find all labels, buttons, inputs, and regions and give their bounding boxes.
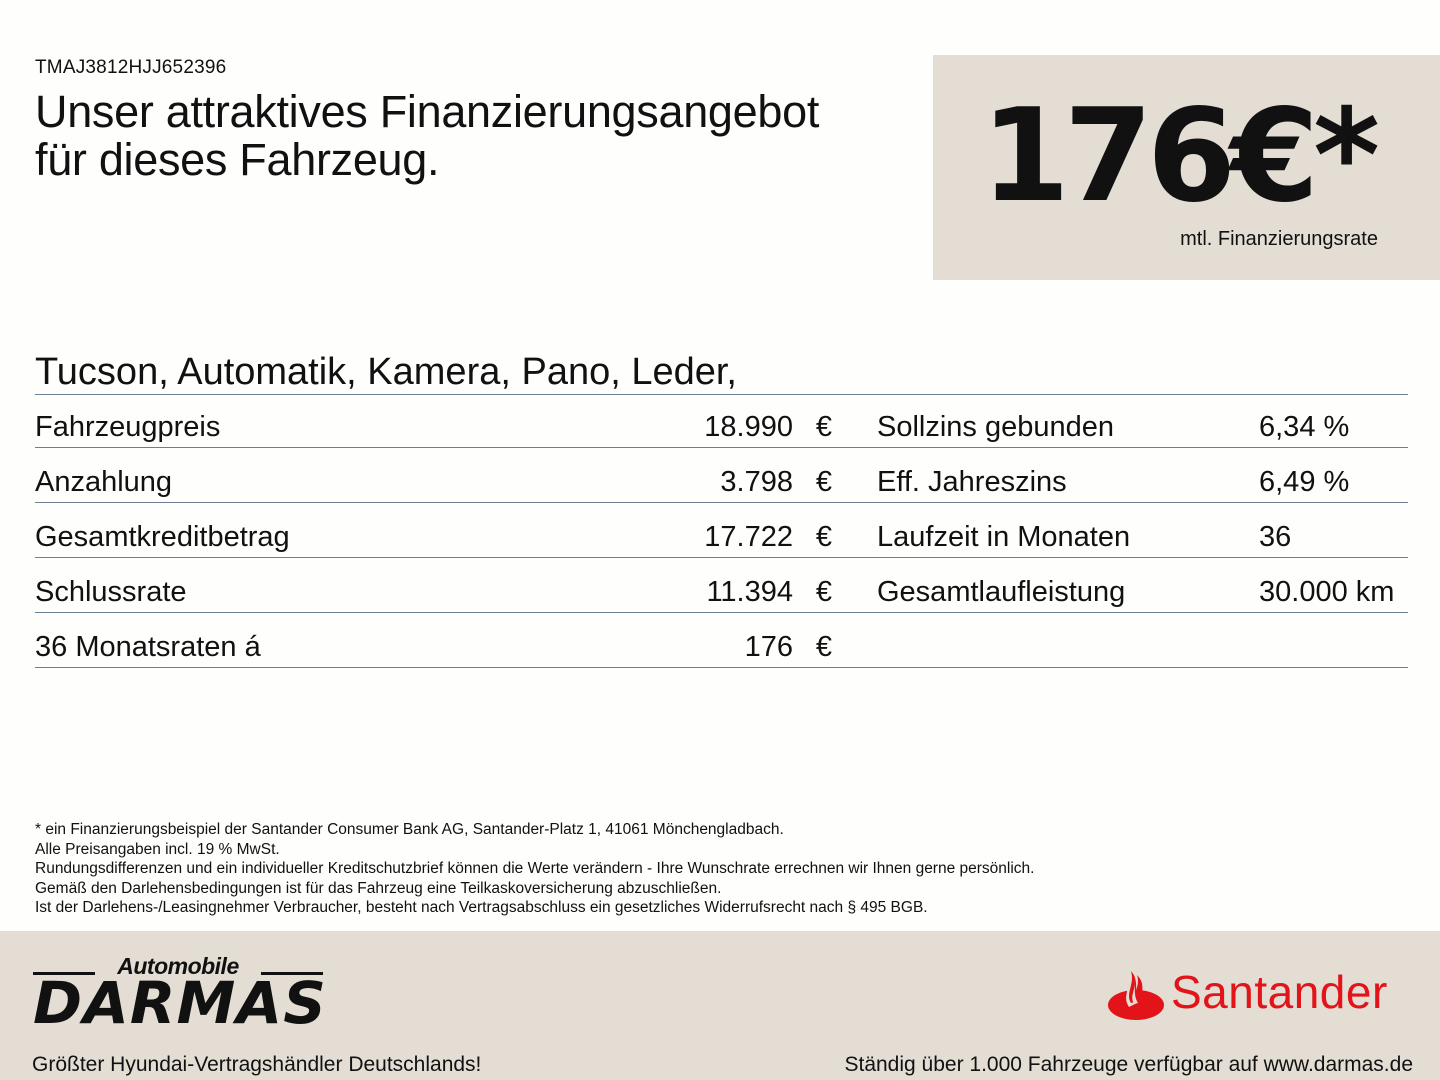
logo-automobile-text: Automobile bbox=[117, 953, 239, 979]
santander-flame-icon bbox=[1108, 971, 1164, 1020]
euro-unit: € bbox=[815, 631, 832, 663]
row-value: 3.798 bbox=[720, 466, 793, 498]
inventory-tagline: Ständig über 1.000 Fahrzeuge verfügbar a… bbox=[844, 1053, 1413, 1076]
euro-unit: € bbox=[815, 411, 832, 443]
headline-line-2: für dieses Fahrzeug. bbox=[35, 134, 440, 185]
row-value: 6,34 % bbox=[1259, 411, 1350, 443]
row-value: 6,49 % bbox=[1259, 466, 1350, 498]
table-row: Anzahlung 3.798 € bbox=[35, 448, 843, 503]
logo-rule-left bbox=[33, 972, 95, 975]
vehicle-model-title: Tucson, Automatik, Kamera, Pano, Leder, bbox=[35, 350, 1408, 395]
page-title: Unser attraktives Finanzierungsangebot f… bbox=[35, 88, 819, 184]
row-label: Anzahlung bbox=[35, 466, 173, 498]
logo-rule-right bbox=[261, 972, 323, 975]
euro-unit: € bbox=[815, 466, 832, 498]
row-label: Fahrzeugpreis bbox=[35, 411, 221, 443]
row-value: 176 bbox=[744, 631, 793, 663]
row-label: Laufzeit in Monaten bbox=[877, 521, 1131, 553]
row-label: 36 Monatsraten á bbox=[35, 631, 261, 663]
euro-unit: € bbox=[815, 521, 832, 553]
monthly-rate-box: 176€* mtl. Finanzierungsrate bbox=[933, 55, 1440, 280]
table-row-empty bbox=[843, 613, 1408, 668]
note-line: * ein Finanzierungsbeispiel der Santande… bbox=[35, 821, 784, 838]
legal-notes: * ein Finanzierungsbeispiel der Santande… bbox=[35, 820, 1034, 918]
row-value: 36 bbox=[1259, 521, 1292, 553]
logo-darmas-text: DARMAS bbox=[33, 969, 327, 1037]
row-label: Gesamtkreditbetrag bbox=[35, 521, 290, 553]
table-row: Gesamtkreditbetrag 17.722 € bbox=[35, 503, 843, 558]
row-label: Eff. Jahreszins bbox=[877, 466, 1067, 498]
note-line: Rundungsdifferenzen und ein individuelle… bbox=[35, 860, 1035, 877]
headline-line-1: Unser attraktives Finanzierungsangebot bbox=[35, 86, 820, 137]
note-line: Gemäß den Darlehensbedingungen ist für d… bbox=[35, 879, 722, 897]
monthly-rate-label: mtl. Finanzierungsrate bbox=[1180, 228, 1378, 250]
table-row: Sollzins gebunden 6,34 % bbox=[843, 393, 1408, 448]
vehicle-id: TMAJ3812HJJ652396 bbox=[35, 57, 227, 78]
row-label: Gesamtlaufleistung bbox=[877, 576, 1126, 608]
note-line: Alle Preisangaben incl. 19 % MwSt. bbox=[35, 840, 280, 858]
table-row: Gesamtlaufleistung 30.000 km bbox=[843, 558, 1408, 613]
footer: Automobile DARMAS Größter Hyundai-Vertra… bbox=[0, 931, 1440, 1080]
table-row: Fahrzeugpreis 18.990 € bbox=[35, 393, 843, 448]
euro-unit: € bbox=[815, 576, 832, 608]
santander-wordmark: Santander bbox=[1171, 966, 1388, 1018]
row-value: 17.722 bbox=[704, 521, 793, 553]
note-line: Ist der Darlehens-/Leasingnehmer Verbrau… bbox=[35, 899, 928, 916]
row-value: 30.000 km bbox=[1259, 576, 1395, 608]
table-row: Laufzeit in Monaten 36 bbox=[843, 503, 1408, 558]
row-label: Schlussrate bbox=[35, 576, 187, 608]
darmas-logo: Automobile DARMAS bbox=[33, 953, 326, 1033]
santander-logo: Santander bbox=[1107, 961, 1412, 1025]
table-row: Eff. Jahreszins 6,49 % bbox=[843, 448, 1408, 503]
row-value: 11.394 bbox=[706, 576, 793, 608]
row-value: 18.990 bbox=[704, 411, 793, 443]
dealer-tagline: Größter Hyundai-Vertragshändler Deutschl… bbox=[32, 1053, 482, 1076]
table-row: 36 Monatsraten á 176 € bbox=[35, 613, 843, 668]
table-row: Schlussrate 11.394 € bbox=[35, 558, 843, 613]
monthly-rate-amount: 176€* bbox=[980, 82, 1380, 231]
row-label: Sollzins gebunden bbox=[877, 411, 1115, 443]
